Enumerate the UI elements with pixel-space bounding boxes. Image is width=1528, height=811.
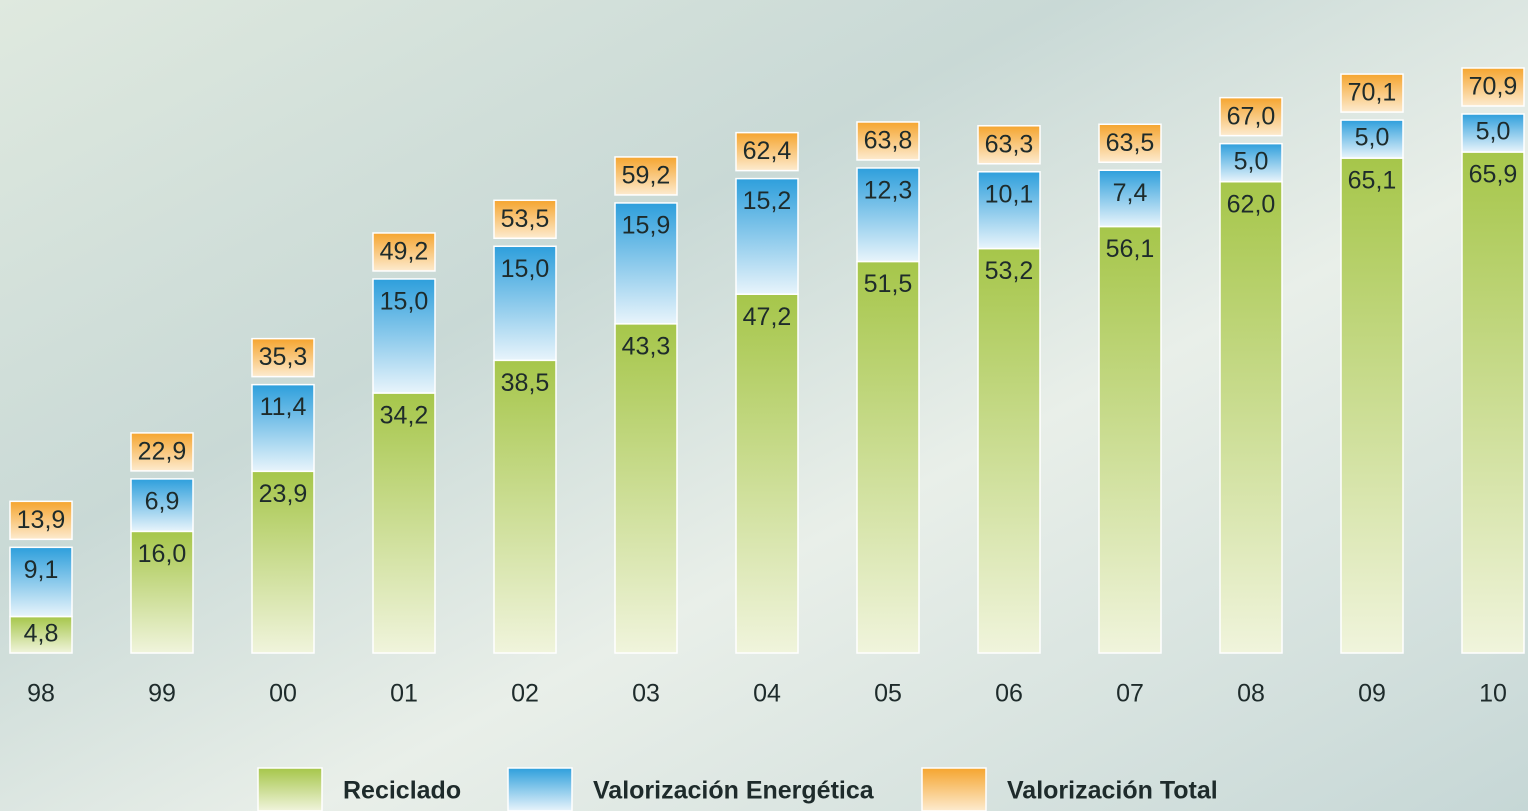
x-tick-label: 08	[1237, 680, 1265, 708]
data-label: 51,5	[864, 270, 913, 298]
data-label: 5,0	[1234, 147, 1269, 175]
data-label: 12,3	[864, 177, 913, 205]
bar-segment	[9, 615, 73, 654]
total-box	[856, 121, 920, 161]
data-label: 62,4	[743, 137, 792, 165]
data-label: 62,0	[1227, 190, 1276, 218]
legend-swatch	[507, 767, 573, 811]
bar-segment	[735, 293, 799, 654]
total-box	[1098, 123, 1162, 164]
total-box	[735, 131, 799, 172]
total-box	[493, 199, 557, 240]
bar-segment	[130, 530, 194, 654]
total-box	[372, 232, 436, 272]
data-label: 22,9	[138, 438, 187, 466]
x-tick-label: 06	[995, 680, 1023, 708]
data-label: 16,0	[138, 540, 187, 568]
bar-segment	[1219, 180, 1283, 654]
data-label: 70,9	[1469, 73, 1518, 101]
bar-segment	[9, 546, 73, 618]
x-tick-label: 05	[874, 680, 902, 708]
total-box	[1461, 67, 1525, 107]
bar-segment	[372, 278, 436, 394]
data-label: 65,1	[1348, 167, 1397, 195]
data-label: 5,0	[1476, 118, 1511, 146]
bar-segment	[977, 171, 1041, 250]
total-box	[614, 156, 678, 196]
x-tick-label: 01	[390, 680, 418, 708]
data-label: 47,2	[743, 303, 792, 331]
data-label: 67,0	[1227, 102, 1276, 130]
data-label: 9,1	[24, 556, 59, 584]
x-tick-label: 03	[632, 680, 660, 708]
data-label: 7,4	[1113, 179, 1148, 207]
data-label: 53,5	[501, 205, 550, 233]
bar-segment	[1340, 119, 1404, 159]
x-tick-label: 99	[148, 680, 176, 708]
bar-segment	[251, 383, 315, 473]
x-tick-label: 04	[753, 680, 781, 708]
bar-segment	[130, 478, 194, 533]
data-label: 65,9	[1469, 161, 1518, 189]
data-label: 35,3	[259, 343, 308, 371]
x-tick-label: 98	[27, 680, 55, 708]
legend-label: Reciclado	[343, 777, 461, 805]
bar-segment	[1461, 151, 1525, 654]
x-tick-label: 02	[511, 680, 539, 708]
legend-swatch	[921, 767, 987, 811]
data-label: 10,1	[985, 180, 1034, 208]
data-label: 15,2	[743, 187, 792, 215]
data-label: 70,1	[1348, 79, 1397, 107]
bar-segment	[1461, 113, 1525, 153]
total-box	[1340, 73, 1404, 113]
x-tick-label: 10	[1479, 680, 1507, 708]
bar-segment	[1340, 157, 1404, 654]
bar-segment	[493, 359, 557, 654]
data-label: 11,4	[260, 393, 307, 421]
total-box	[1219, 96, 1283, 137]
data-label: 43,3	[622, 332, 671, 360]
data-label: 6,9	[145, 488, 180, 516]
bar-segment	[614, 323, 678, 654]
bar-segment	[614, 202, 678, 325]
bar-segment	[856, 167, 920, 263]
data-label: 59,2	[622, 162, 671, 190]
bar-segment	[251, 470, 315, 654]
data-label: 15,9	[622, 212, 671, 240]
bar-segment	[1098, 225, 1162, 654]
total-box	[9, 500, 73, 541]
data-label: 63,8	[864, 127, 913, 155]
data-label: 23,9	[259, 480, 308, 508]
bar-segment	[977, 247, 1041, 654]
bar-segment	[372, 392, 436, 654]
total-box	[977, 125, 1041, 165]
data-label: 15,0	[501, 255, 550, 283]
legend-swatch	[257, 767, 323, 811]
bar-segment	[1219, 142, 1283, 183]
data-label: 53,2	[985, 257, 1034, 285]
bar-segment	[735, 177, 799, 295]
bar-segment	[856, 260, 920, 654]
legend-label: Valorización Energética	[593, 777, 875, 805]
legend-label: Valorización Total	[1007, 777, 1218, 805]
bar-segment	[1098, 169, 1162, 228]
data-label: 13,9	[17, 506, 66, 534]
x-tick-label: 09	[1358, 680, 1386, 708]
total-box	[130, 432, 194, 472]
x-tick-label: 07	[1116, 680, 1144, 708]
data-label: 15,0	[380, 288, 429, 316]
data-label: 38,5	[501, 369, 550, 397]
data-label: 5,0	[1355, 124, 1390, 152]
data-label: 4,8	[24, 619, 59, 647]
data-label: 63,3	[985, 130, 1034, 158]
data-label: 63,5	[1106, 129, 1155, 157]
data-label: 49,2	[380, 238, 429, 266]
data-label: 34,2	[380, 402, 429, 430]
x-tick-label: 00	[269, 680, 297, 708]
bar-segment	[493, 245, 557, 362]
data-label: 56,1	[1106, 235, 1155, 263]
total-box	[251, 337, 315, 378]
